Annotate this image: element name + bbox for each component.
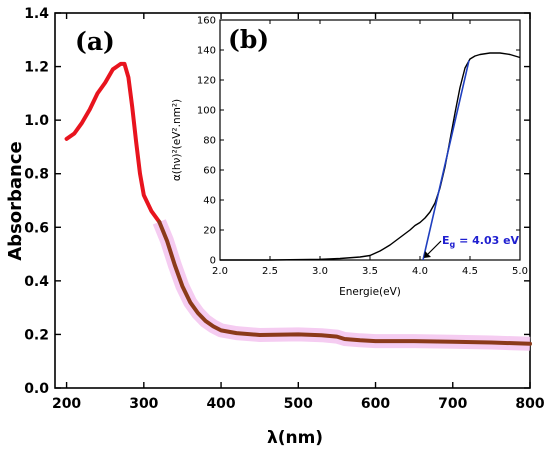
main-x-tick-label: 400 — [206, 396, 235, 412]
main-y-tick-label: 0.6 — [24, 220, 49, 236]
inset-x-tick-label: 2.5 — [262, 266, 278, 277]
inset-x-tick-label: 3.5 — [362, 266, 378, 277]
main-x-tick-label: 200 — [52, 396, 81, 412]
inset-y-tick-label: 40 — [203, 196, 216, 207]
main-x-tick-label: 800 — [515, 396, 544, 412]
main-y-axis-label: Absorbance — [5, 141, 26, 261]
bandgap-value: = 4.03 eV — [455, 234, 519, 247]
main-y-tick-label: 0.0 — [24, 381, 49, 397]
main-y-tick-label: 0.2 — [24, 327, 49, 343]
inset-panel: 2.0 2.5 3.0 3.5 4.0 4.5 5.0 0 20 40 60 80 100 120 140 1… — [171, 16, 528, 299]
inset-x-tick-label: 5.0 — [512, 266, 528, 277]
inset-y-tick-label: 100 — [197, 106, 216, 117]
main-y-tick-label: 0.4 — [24, 274, 49, 290]
inset-y-tick-label: 160 — [197, 16, 216, 27]
main-y-tick-label: 1.0 — [24, 113, 49, 129]
inset-x-tick-label: 4.0 — [412, 266, 428, 277]
inset-x-tick-label: 4.5 — [462, 266, 478, 277]
inset-x-tick-label: 3.0 — [312, 266, 328, 277]
inset-y-tick-label: 140 — [197, 46, 216, 57]
inset-y-tick-label: 20 — [203, 226, 216, 237]
inset-x-axis-label: Energie(eV) — [339, 286, 401, 298]
main-y-tick-label: 1.2 — [24, 60, 49, 76]
main-x-axis-label: λ(nm) — [267, 428, 323, 448]
main-x-tick-label: 500 — [284, 396, 313, 412]
main-x-tick-label: 600 — [361, 396, 390, 412]
absorbance-series-line — [67, 64, 160, 222]
inset-y-axis-label: α(hν)²(eV².nm²) — [171, 99, 183, 181]
inset-y-tick-label: 120 — [197, 76, 216, 87]
main-x-tick-label: 300 — [129, 396, 158, 412]
main-x-tick-label: 700 — [438, 396, 467, 412]
panel-b-label: (b) — [228, 25, 269, 54]
main-y-tick-label: 1.4 — [24, 6, 49, 22]
bandgap-symbol: E — [442, 234, 450, 247]
inset-y-tick-label: 80 — [203, 136, 216, 147]
inset-y-tick-label: 0 — [210, 256, 216, 267]
inset-y-tick-label: 60 — [203, 166, 216, 177]
panel-a-label: (a) — [75, 27, 115, 56]
main-y-tick-label: 0.8 — [24, 167, 49, 183]
inset-x-tick-label: 2.0 — [212, 266, 228, 277]
